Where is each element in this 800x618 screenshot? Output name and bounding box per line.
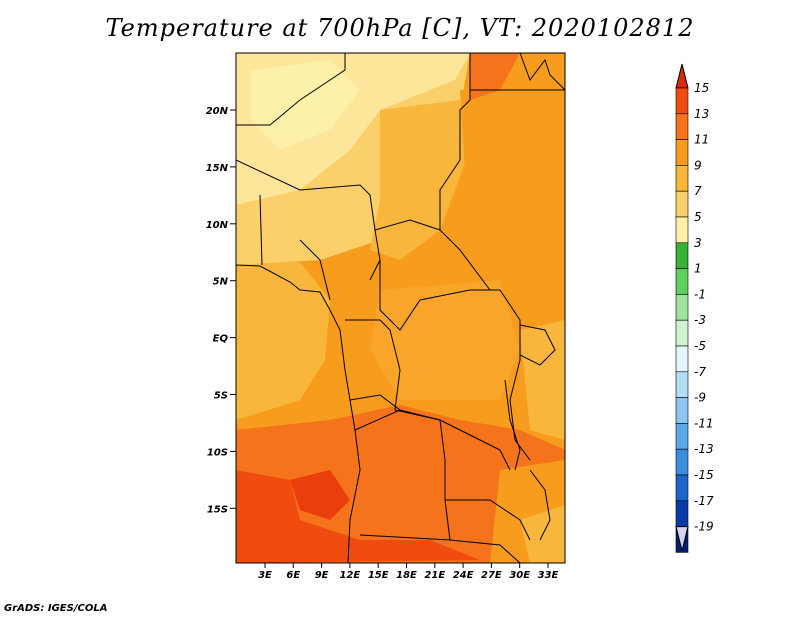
colorbar-swatch (675, 113, 689, 140)
colorbar-label: -7 (694, 365, 706, 379)
colorbar-swatch (675, 216, 689, 244)
colorbar-label: -17 (694, 494, 714, 508)
lon-tick-label: 12E (340, 570, 361, 581)
colorbar-label: -9 (694, 391, 706, 405)
lon-tick-label: 15E (368, 570, 389, 581)
colorbar-swatch (675, 190, 689, 218)
colorbar-label: -19 (694, 520, 714, 534)
latitude-axis: 20N 15N 10N 5N EQ 5S 10S 15S (206, 106, 236, 515)
lon-tick-label: 3E (258, 570, 272, 581)
lon-tick-label: 6E (286, 570, 300, 581)
colorbar-label: -5 (694, 339, 706, 353)
lon-tick-label: 9E (315, 570, 329, 581)
lat-tick-label: 10S (207, 447, 228, 458)
colorbar-label: -11 (694, 416, 714, 430)
colorbar-label: 11 (694, 133, 709, 147)
lon-tick-label: 21E (424, 570, 445, 581)
map-title: Temperature at 700hPa [C], VT: 202010281… (105, 14, 695, 42)
lat-tick-label: EQ (213, 334, 229, 345)
colorbar-label: 15 (694, 81, 709, 95)
colorbar: 15 13 11 9 7 5 3 1 -1 -3 -5 -7 -9 -11 -13 -15 -17 -19 (675, 63, 714, 553)
colorbar-swatch (675, 371, 689, 398)
lon-tick-label: 24E (453, 570, 474, 581)
colorbar-swatch (675, 294, 689, 321)
colorbar-swatch (675, 242, 689, 269)
lat-tick-label: 5N (213, 277, 229, 288)
colorbar-label: -3 (694, 313, 706, 327)
lat-tick-label: 5S (214, 391, 228, 402)
lat-tick-label: 10N (206, 220, 229, 231)
lat-tick-label: 15N (206, 163, 229, 174)
colorbar-label: 3 (694, 236, 702, 250)
temperature-field (236, 53, 565, 563)
map-frame (235, 52, 566, 564)
grads-credit: GrADS: IGES/COLA (4, 603, 108, 614)
lat-tick-label: 20N (206, 106, 229, 117)
colorbar-swatch (675, 165, 689, 192)
colorbar-swatch (675, 474, 689, 502)
colorbar-swatch (675, 268, 689, 295)
colorbar-max-arrow (675, 63, 689, 89)
colorbar-label: -1 (694, 287, 706, 301)
colorbar-swatch (675, 448, 689, 476)
colorbar-swatch (675, 345, 689, 373)
colorbar-swatch (675, 87, 689, 115)
colorbar-label: 7 (694, 184, 702, 198)
colorbar-label: -15 (694, 468, 714, 482)
lon-tick-label: 30E (509, 570, 530, 581)
colorbar-label: 13 (694, 107, 709, 121)
colorbar-swatch (675, 423, 689, 450)
lat-tick-label: 15S (207, 504, 228, 515)
colorbar-label: 9 (694, 158, 702, 172)
lon-tick-label: 27E (481, 570, 502, 581)
colorbar-min-arrow (675, 526, 689, 551)
colorbar-swatch (675, 397, 689, 424)
colorbar-swatch (675, 139, 689, 166)
lon-tick-label: 18E (396, 570, 417, 581)
longitude-axis: 3E 6E 9E 12E 15E 18E 21E 24E 27E 30E 33E (258, 563, 559, 581)
colorbar-label: -13 (694, 442, 714, 456)
map-borders (236, 53, 565, 563)
lon-tick-label: 33E (538, 570, 559, 581)
colorbar-swatch (675, 500, 689, 527)
colorbar-label: 5 (694, 210, 702, 224)
colorbar-label: 1 (694, 262, 702, 276)
colorbar-swatch (675, 319, 689, 347)
